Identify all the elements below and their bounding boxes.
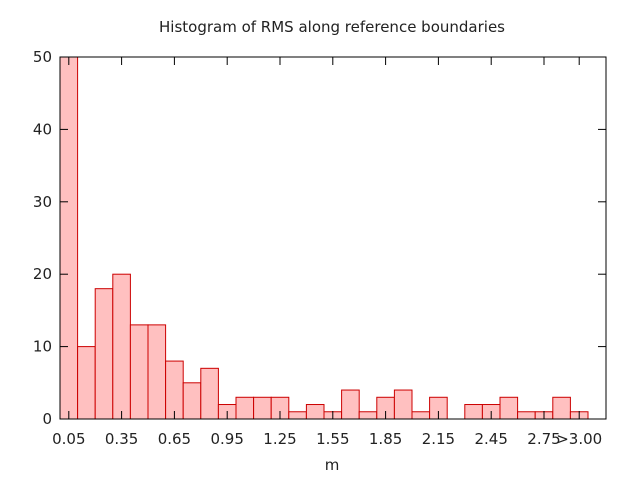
- bar-1.35: [288, 411, 307, 420]
- y-tick-label: 30: [33, 193, 52, 211]
- plot-frame: [59, 56, 607, 420]
- bar-0.85: [200, 367, 219, 420]
- x-tick-label: 0.95: [210, 430, 243, 448]
- y-tick-label: 0: [42, 410, 52, 428]
- bar-1.05: [235, 396, 255, 420]
- bar-1.45: [305, 404, 325, 420]
- x-tick-label: 1.55: [316, 430, 349, 448]
- bar-2.35: [464, 404, 483, 420]
- x-axis-label: m: [325, 456, 340, 474]
- x-tick-label: 2.75: [527, 430, 560, 448]
- bar-0.65: [165, 360, 184, 420]
- bar-2.05: [411, 411, 431, 420]
- x-tick-label: >3.00: [556, 430, 602, 448]
- bar-1.75: [358, 411, 378, 420]
- bar-1.15: [253, 396, 272, 420]
- bar-0.25: [94, 288, 114, 420]
- y-tick-label: 50: [33, 48, 52, 66]
- bar-2.85: [552, 396, 571, 420]
- bar-0.05: [59, 56, 79, 420]
- x-tick-label: 0.65: [158, 430, 191, 448]
- x-axis: 0.05 0.35 0.65 0.95 1.25 1.55 1.85 2.15 2.45 2.75…: [52, 57, 602, 448]
- y-tick-label: 20: [33, 265, 52, 283]
- bars-group: [59, 56, 589, 420]
- bar-0.15: [77, 346, 96, 420]
- bar-0.75: [182, 382, 202, 420]
- x-tick-label: 0.05: [52, 430, 85, 448]
- bar-0.35: [112, 273, 131, 420]
- bar-0.55: [147, 324, 167, 420]
- x-tick-label: 2.45: [474, 430, 507, 448]
- bar-2.65: [517, 411, 536, 420]
- x-tick-label: 2.15: [422, 430, 455, 448]
- x-tick-label: 1.85: [369, 430, 402, 448]
- bar-2.55: [499, 396, 519, 420]
- bar-1.95: [393, 389, 413, 420]
- x-tick-label: 0.35: [105, 430, 138, 448]
- y-tick-label: 40: [33, 120, 52, 138]
- chart-title: Histogram of RMS along reference boundar…: [159, 18, 505, 36]
- x-tick-label: 1.25: [263, 430, 296, 448]
- bar-0.45: [129, 324, 149, 420]
- y-tick-label: 10: [33, 338, 52, 356]
- bar-1.65: [341, 389, 360, 420]
